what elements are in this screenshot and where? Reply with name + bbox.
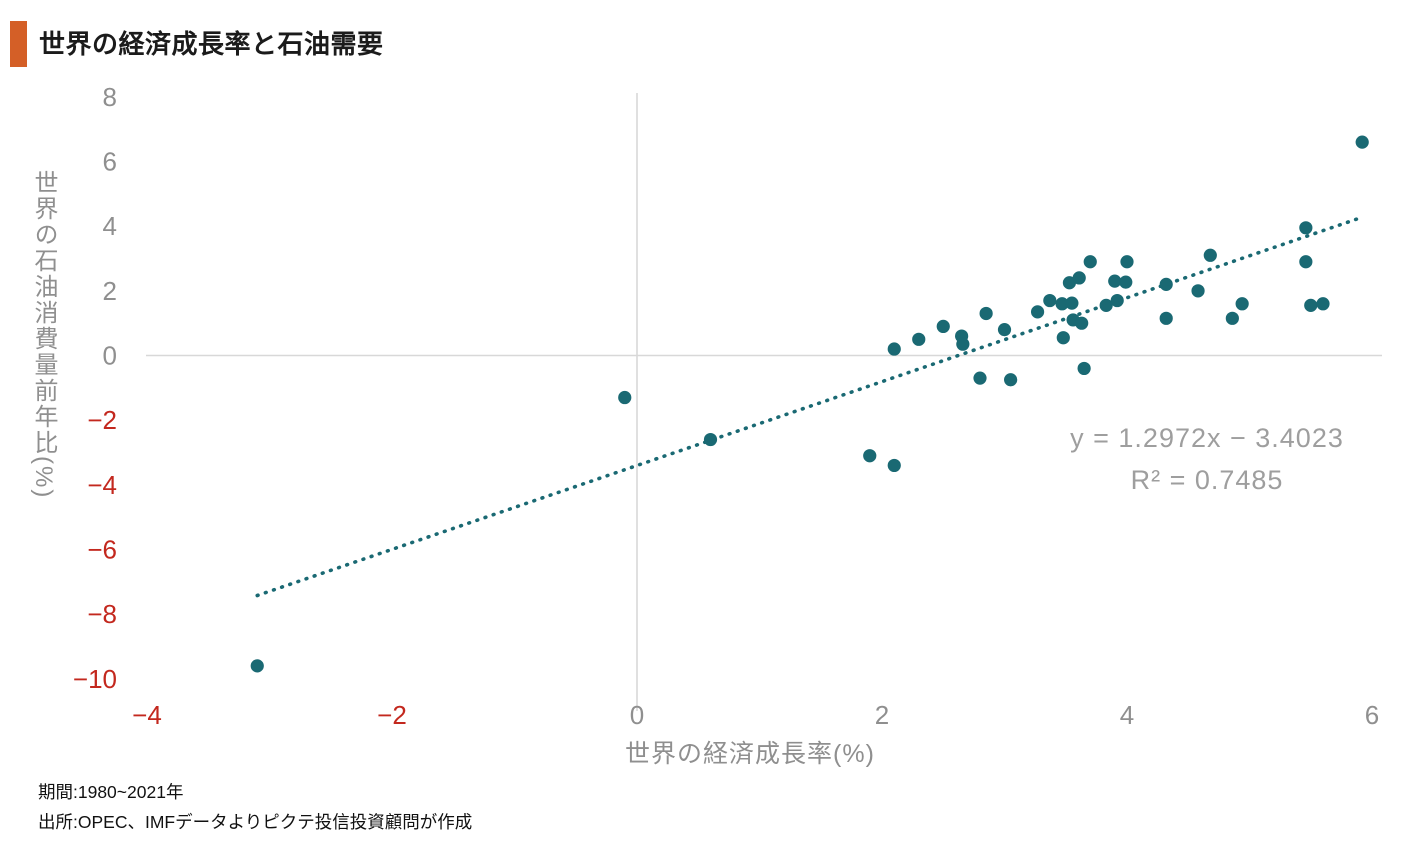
data-point [1355, 135, 1369, 149]
data-point [1159, 311, 1173, 325]
data-point [973, 371, 987, 385]
y-tick-label: 6 [103, 147, 117, 177]
period-note: 期間:1980~2021年 [38, 782, 184, 802]
x-tick-label: −2 [377, 700, 407, 730]
x-tick-label: 0 [630, 700, 644, 730]
data-point [703, 432, 718, 447]
data-point [1099, 298, 1113, 312]
data-point [1062, 276, 1077, 290]
trendline-equation: y = 1.2972x − 3.4023 [1070, 423, 1344, 453]
title-accent-bar [10, 21, 27, 67]
data-point [1055, 297, 1069, 311]
data-point [1225, 311, 1239, 325]
x-axis-title: 世界の経済成長率(%) [625, 740, 875, 768]
data-point [1316, 297, 1330, 311]
data-point [1030, 305, 1045, 319]
data-point [250, 659, 264, 673]
data-point [936, 319, 950, 334]
y-axis-title: 世界の石油消費量前年比(%) [30, 170, 57, 500]
y-tick-label: −6 [87, 534, 117, 564]
source-note: 出所:OPEC、IMFデータよりピクテ投信投資顧問が作成 [38, 812, 473, 832]
chart-header: 世界の経済成長率と石油需要 [10, 21, 384, 67]
data-point [1065, 296, 1079, 310]
data-point [1191, 284, 1205, 298]
data-point [1119, 275, 1133, 289]
chart-title: 世界の経済成長率と石油需要 [39, 29, 384, 59]
data-point [887, 342, 901, 356]
data-point [863, 449, 877, 463]
x-tick-label: 6 [1365, 700, 1379, 730]
data-point [1299, 255, 1313, 269]
data-point [1043, 293, 1057, 308]
data-point [1110, 293, 1124, 308]
data-point [1056, 331, 1070, 345]
data-point [618, 390, 632, 405]
data-point [1299, 221, 1313, 235]
y-tick-label: −10 [73, 664, 117, 694]
data-point [1004, 373, 1018, 387]
data-point [1159, 277, 1173, 291]
y-tick-label: −2 [87, 405, 117, 435]
data-point [1075, 316, 1089, 330]
data-point [956, 337, 970, 351]
data-point [1304, 298, 1318, 312]
trendline [255, 215, 1364, 598]
data-point [979, 306, 993, 321]
r-squared-label: R² = 0.7485 [1131, 465, 1284, 495]
data-point [1072, 271, 1086, 285]
data-point [912, 332, 926, 346]
x-tick-label: −4 [132, 700, 162, 730]
data-point [1083, 255, 1097, 269]
y-tick-label: 4 [103, 211, 117, 241]
y-tick-label: 2 [103, 276, 117, 306]
y-tick-label: −4 [87, 470, 117, 500]
x-tick-label: 4 [1120, 700, 1134, 730]
data-point [1077, 361, 1091, 376]
data-point [997, 323, 1012, 337]
data-point [887, 458, 901, 473]
data-point [1203, 248, 1217, 262]
data-point [1120, 255, 1134, 269]
x-tick-label: 2 [875, 700, 889, 730]
y-tick-label: 0 [103, 341, 117, 371]
data-point [1108, 274, 1122, 288]
data-point [1235, 297, 1249, 311]
y-tick-label: −8 [87, 599, 117, 629]
chart-footnotes: 期間:1980~2021年 出所:OPEC、IMFデータよりピクテ投信投資顧問が… [38, 777, 472, 837]
y-tick-label: 8 [103, 82, 117, 112]
